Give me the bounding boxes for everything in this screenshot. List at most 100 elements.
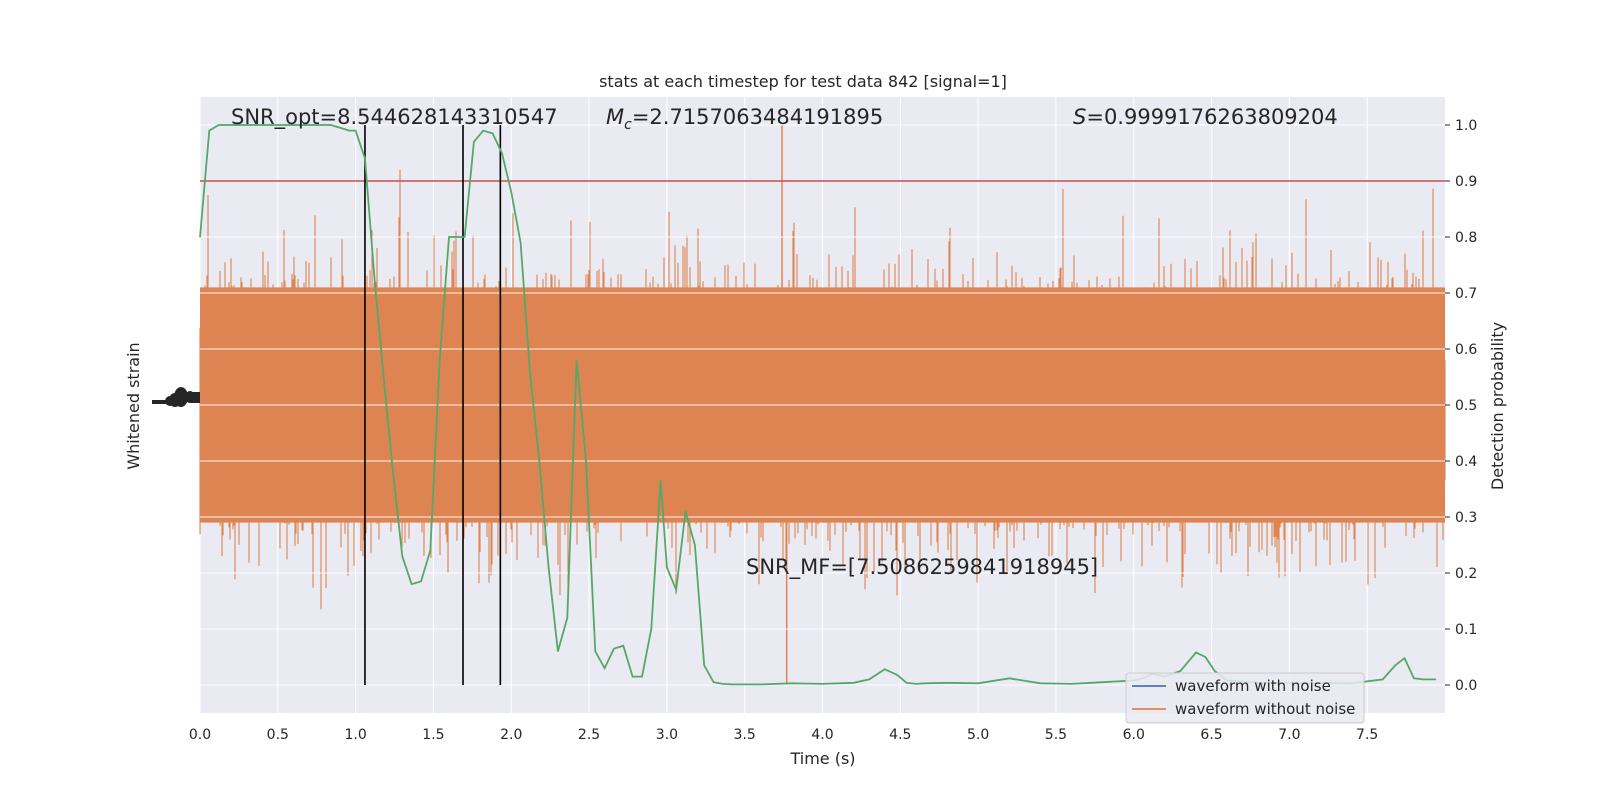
probability-point <box>339 127 341 129</box>
probability-point <box>510 191 512 193</box>
annotation-chirp-mass-sub: c <box>624 117 632 133</box>
probability-point <box>694 544 696 546</box>
probability-point <box>1179 670 1182 672</box>
probability-point <box>1382 678 1384 681</box>
probability-point <box>566 617 568 619</box>
x-tick-label: 5.0 <box>967 727 989 743</box>
probability-point <box>722 683 724 685</box>
probability-point <box>411 583 413 585</box>
probability-point <box>977 682 979 684</box>
probability-point <box>1008 677 1010 679</box>
probability-point <box>1204 656 1206 658</box>
probability-point <box>246 124 248 126</box>
probability-point <box>401 555 403 557</box>
probability-point <box>364 158 366 160</box>
x-tick-label: 6.0 <box>1123 727 1145 743</box>
annotation-s-number: =0.9999176263809204 <box>1086 105 1337 129</box>
probability-point <box>622 645 624 647</box>
probability-point <box>604 667 606 669</box>
right-tick-label: 0.6 <box>1455 342 1477 358</box>
probability-point <box>320 124 322 126</box>
probability-point <box>218 124 220 126</box>
right-tick-label: 0.1 <box>1455 622 1477 638</box>
probability-point <box>392 471 394 473</box>
probability-point <box>632 676 634 678</box>
left-tick-label-blob <box>152 400 168 404</box>
probability-point <box>383 376 385 378</box>
probability-point <box>896 674 898 676</box>
left-y-axis-label: Whitened strain <box>124 342 143 469</box>
probability-point <box>1070 683 1073 685</box>
probability-point <box>420 580 422 583</box>
probability-point <box>330 124 332 126</box>
probability-point <box>576 359 578 361</box>
probability-point <box>821 683 824 685</box>
right-axis-ticks: 0.0 0.1 0.2 0.3 0.4 0.5 0.6 0.7 0.8 0.9 1.0 <box>1445 118 1477 694</box>
right-tick-label: 0.0 <box>1455 678 1477 694</box>
probability-point <box>675 589 677 591</box>
probability-point <box>529 370 531 372</box>
left-axis-tick-labels <box>152 387 200 407</box>
probability-point <box>594 650 596 653</box>
annotation-chirp-mass-value: =2.7157063484191895 <box>632 105 883 129</box>
right-tick-label: 0.4 <box>1455 454 1477 470</box>
x-tick-label: 2.0 <box>500 727 522 743</box>
x-tick-label: 2.5 <box>578 727 600 743</box>
probability-point <box>482 130 484 132</box>
probability-point <box>355 130 357 132</box>
probability-point <box>1413 677 1415 679</box>
x-tick-label: 4.5 <box>889 727 911 743</box>
probability-point <box>1394 664 1396 667</box>
x-tick-label: 1.5 <box>422 727 444 743</box>
right-tick-label: 0.9 <box>1455 174 1477 190</box>
probability-point <box>264 124 266 126</box>
annotation-snr-mf: SNR_MF=[7.5086259841918945] <box>746 555 1098 580</box>
probability-point <box>946 682 948 684</box>
annotation-s-symbol: S <box>1073 105 1086 129</box>
probability-point <box>660 480 662 482</box>
probability-point <box>868 678 870 681</box>
probability-point <box>439 359 441 361</box>
legend-label-with-noise: waveform with noise <box>1175 677 1331 695</box>
probability-point <box>208 130 210 132</box>
probability-point <box>429 550 431 552</box>
probability-point <box>302 124 304 126</box>
right-tick-label: 0.5 <box>1455 398 1477 414</box>
probability-point <box>311 124 313 126</box>
x-axis-label: Time (s) <box>789 749 855 768</box>
probability-point <box>712 681 715 683</box>
x-tick-label: 1.0 <box>344 727 366 743</box>
x-tick-label: 4.0 <box>811 727 833 743</box>
probability-point <box>1039 682 1041 684</box>
probability-point <box>283 124 285 126</box>
x-tick-label: 6.5 <box>1200 727 1222 743</box>
probability-point <box>731 683 733 686</box>
probability-point <box>538 460 540 462</box>
annotation-chirp-mass: Mc=2.7157063484191895 <box>606 105 883 133</box>
probability-point <box>348 130 350 132</box>
legend-label-without-noise: waveform without noise <box>1175 700 1355 718</box>
x-tick-label: 0.0 <box>189 727 211 743</box>
probability-point <box>457 236 459 238</box>
probability-point <box>473 141 475 143</box>
probability-point <box>557 650 559 653</box>
right-tick-label: 1.0 <box>1455 118 1477 134</box>
probability-point <box>703 664 705 667</box>
annotation-snr-opt: SNR_opt=8.544628143310547 <box>231 105 558 130</box>
probability-point <box>613 648 615 650</box>
probability-point <box>905 682 908 684</box>
x-tick-label: 0.5 <box>267 727 289 743</box>
annotation-s-value: S=0.9999176263809204 <box>1073 105 1338 129</box>
probability-point <box>684 510 687 512</box>
probability-point <box>1435 678 1437 681</box>
probability-point <box>666 566 668 569</box>
x-tick-label: 5.5 <box>1045 727 1067 743</box>
right-tick-label: 0.7 <box>1455 286 1477 302</box>
probability-point <box>491 132 494 134</box>
x-tick-label: 7.0 <box>1278 727 1300 743</box>
probability-point <box>274 124 276 126</box>
vertical-markers <box>364 125 502 685</box>
probability-point <box>924 682 926 684</box>
probability-point <box>1422 678 1424 681</box>
